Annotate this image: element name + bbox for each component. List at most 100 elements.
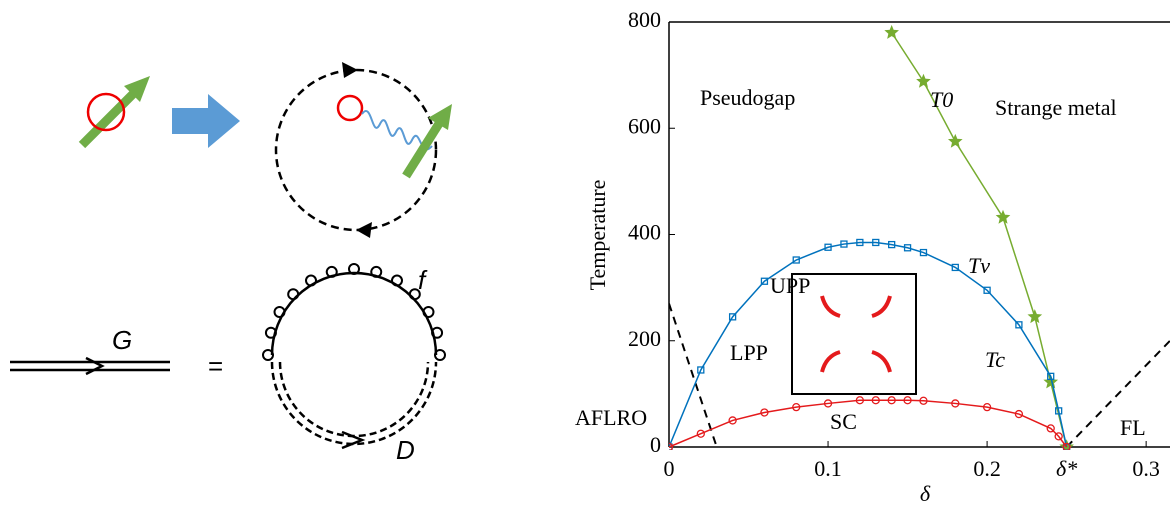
hole [336,94,364,122]
fermi-arcs [820,295,892,373]
marker [887,396,896,405]
spin-diagram [78,62,452,238]
marker [1046,424,1055,433]
annotation: Tv [968,253,990,278]
hole [86,92,126,132]
gauge-loop [391,274,403,287]
marker [919,396,928,405]
gauge-loop [325,265,338,278]
marker [884,24,899,39]
gauge-loop [262,349,274,361]
spin-arrow [402,119,444,179]
y-tick-label: 0 [650,432,661,457]
marker [982,403,992,412]
marker [696,429,705,438]
marker [1062,442,1071,450]
marker [840,240,848,248]
marker [951,399,960,408]
x-tick-label: 0.2 [973,456,1001,481]
x-tick-label: 0.1 [814,456,842,481]
marker [856,238,864,247]
marker [983,286,991,294]
label-f: f [418,265,428,295]
gauge-loop [422,306,435,318]
arrow-head [428,104,452,130]
marker [1015,321,1023,329]
phase-boundary [669,303,718,448]
marker [1055,407,1063,415]
annotation: Pseudogap [700,85,795,110]
label-d: D [396,435,415,465]
green-function-diagram: G = f D [10,263,446,465]
gauge-loop [408,288,421,301]
marker [824,243,832,251]
marker [728,416,737,425]
gauge-loop [287,288,300,301]
marker [1027,309,1043,324]
label-g: G [112,325,132,355]
gauge-loop [434,349,446,361]
annotation: FL [1120,415,1146,440]
gauge-loop [264,326,277,339]
annotation: UPP [770,273,810,298]
arrow-head [342,62,358,78]
gauge-loop [348,263,360,275]
marker [951,263,959,272]
spring [361,110,433,151]
arrow-head [124,76,150,102]
arrow-head [85,356,105,376]
marker [903,244,912,252]
marker [947,133,963,148]
y-axis-label: Temperature [585,180,610,291]
annotation: Tc [985,347,1005,372]
gauge-loop [273,306,286,318]
annotation: AFLRO [575,405,647,430]
annotation: T0 [930,87,953,112]
marker [792,256,800,264]
y-tick-label: 800 [628,7,661,32]
spinon-line [270,271,438,356]
marker [760,408,769,417]
annotation: SC [830,409,857,434]
marker [728,313,737,321]
y-tick-label: 600 [628,113,661,138]
gauge-loop [370,265,383,278]
arrow-head [341,430,366,450]
holon-line [270,361,438,446]
y-tick-label: 200 [628,326,661,351]
inset [791,273,917,395]
marker [1043,374,1059,389]
plot-area [669,24,1170,450]
big-arrow [172,94,240,148]
marker [697,366,705,374]
x-axis-label: δ [920,481,931,505]
marker [1054,432,1063,441]
marker [995,209,1011,224]
spin-arrow [78,87,140,149]
gauge-loop [305,274,317,287]
marker [888,240,896,249]
x-tick-label: 0 [664,456,675,481]
marker [916,73,931,88]
inset-box [791,273,917,395]
gauge-loop [431,326,444,339]
annotation: Strange metal [995,95,1117,120]
marker [855,396,865,405]
equals: = [208,351,223,381]
arrow-head [356,222,372,238]
marker [872,238,880,247]
series-line [669,241,1068,448]
x-tick-label: 0.3 [1132,456,1160,481]
annotation: LPP [730,340,768,365]
marker [903,396,912,405]
marker [1014,409,1024,419]
marker [823,399,833,408]
marker [919,248,928,257]
marker [792,403,801,412]
marker [760,277,769,285]
y-tick-label: 400 [628,220,661,245]
marker [1047,372,1055,380]
loop [274,68,438,232]
series-line [669,399,1068,448]
